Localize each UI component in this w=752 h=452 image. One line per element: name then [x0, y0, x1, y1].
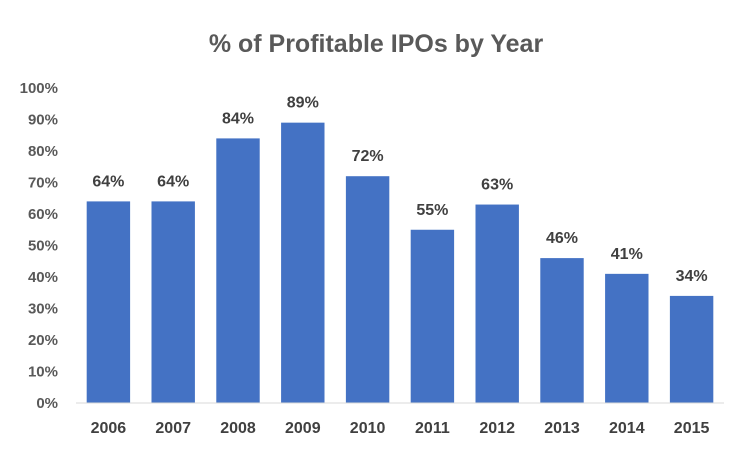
x-tick-label: 2008	[220, 420, 256, 437]
bars-group: 64% 64% 84% 89% 72% 55% 63% 46% 41% 34%	[86, 95, 714, 404]
bar-2013	[540, 258, 584, 403]
chart-title: % of Profitable IPOs by Year	[209, 30, 544, 58]
y-tick-label: 0%	[36, 395, 58, 412]
data-label-2012: 63%	[481, 177, 513, 194]
x-tick-label: 2009	[285, 420, 321, 437]
y-tick-label: 20%	[28, 332, 58, 349]
x-axis: 2006 2007 2008 2009 2010 2011 2012 2013 2014 2015	[91, 420, 710, 437]
y-axis: 0% 10% 20% 30% 40% 50% 60% 70% 80% 90% 100%	[20, 80, 58, 412]
bar-2006	[86, 201, 131, 403]
y-tick-label: 70%	[28, 175, 58, 192]
data-label-2013: 46%	[546, 230, 578, 247]
x-tick-label: 2012	[479, 420, 515, 437]
x-tick-label: 2014	[609, 420, 645, 437]
y-tick-label: 30%	[28, 301, 58, 318]
y-tick-label: 90%	[28, 112, 58, 129]
y-tick-label: 80%	[28, 143, 58, 160]
y-tick-label: 10%	[28, 364, 58, 381]
bar-2010	[345, 176, 390, 403]
y-tick-label: 40%	[28, 269, 58, 286]
data-label-2009: 89%	[287, 95, 319, 112]
data-label-2008: 84%	[222, 110, 254, 127]
x-tick-label: 2010	[350, 420, 386, 437]
bar-2011	[410, 229, 455, 403]
data-label-2010: 72%	[352, 148, 384, 165]
bar-2009	[281, 122, 325, 404]
bar-2015	[669, 295, 714, 403]
x-tick-label: 2011	[415, 420, 450, 437]
data-label-2014: 41%	[611, 246, 643, 263]
x-tick-label: 2006	[91, 420, 127, 437]
y-tick-label: 100%	[20, 80, 58, 97]
x-tick-label: 2013	[544, 420, 580, 437]
data-label-2015: 34%	[676, 268, 708, 285]
bar-2012	[475, 204, 519, 403]
x-tick-label: 2015	[674, 420, 710, 437]
bar-2007	[151, 201, 195, 403]
y-tick-label: 50%	[28, 238, 58, 255]
bar-2014	[605, 273, 649, 403]
data-label-2007: 64%	[157, 173, 189, 190]
x-tick-label: 2007	[155, 420, 191, 437]
bar-2008	[216, 138, 260, 403]
y-tick-label: 60%	[28, 206, 58, 223]
data-label-2011: 55%	[416, 202, 448, 219]
data-label-2006: 64%	[92, 173, 124, 190]
